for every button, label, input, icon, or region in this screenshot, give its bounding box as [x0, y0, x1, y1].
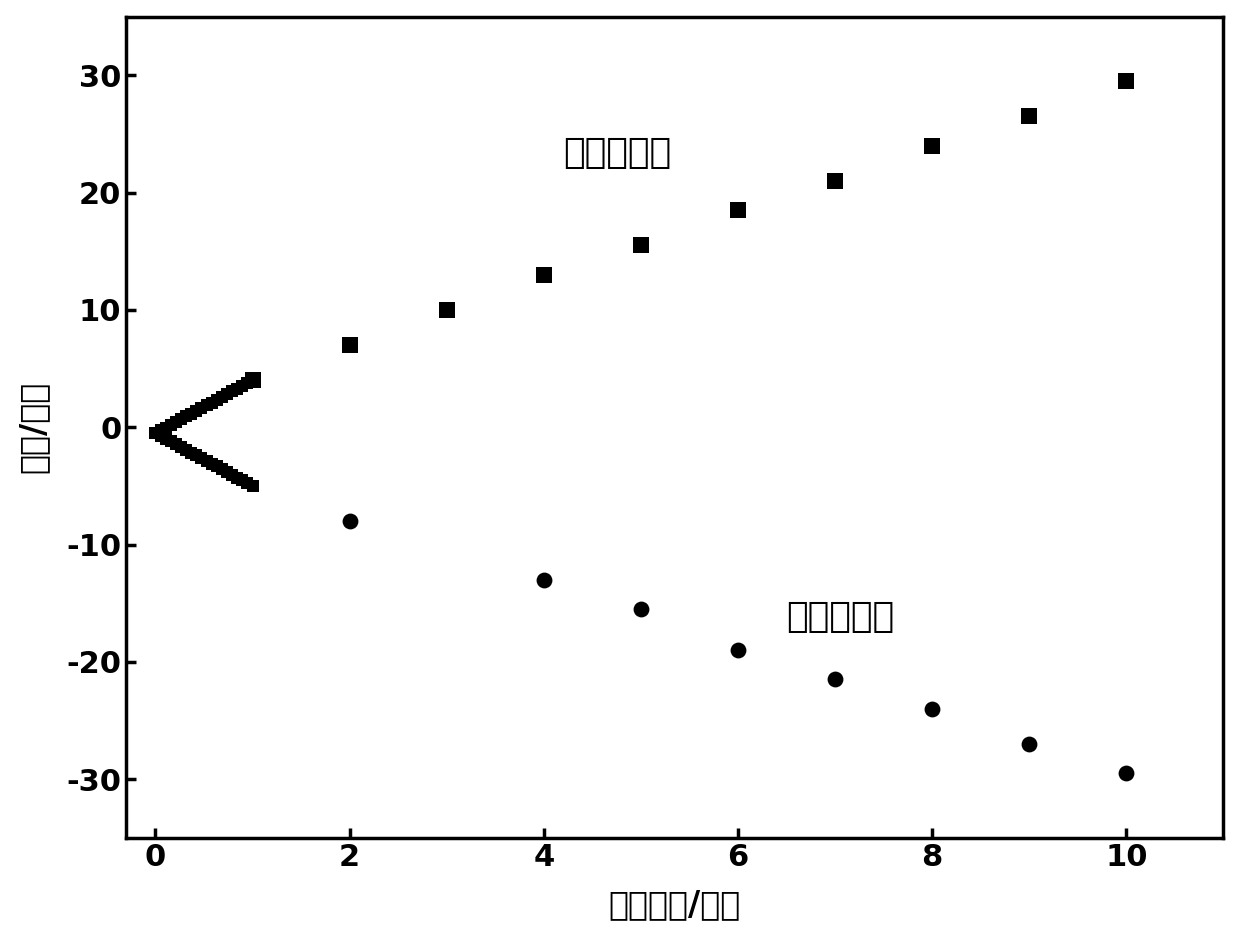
Text: 还原峰电流: 还原峰电流 [786, 599, 894, 634]
Point [238, 476, 258, 491]
Point [181, 445, 201, 460]
Point [202, 395, 222, 410]
Point [161, 417, 181, 432]
Point [166, 437, 186, 452]
Point [222, 384, 242, 399]
Point [1019, 736, 1039, 751]
Point [227, 381, 247, 396]
Point [340, 514, 360, 529]
Point [186, 447, 206, 462]
Point [186, 403, 206, 418]
Point [156, 420, 176, 435]
Point [243, 478, 263, 493]
Point [232, 473, 252, 488]
Point [191, 450, 211, 465]
Point [243, 372, 263, 387]
Point [197, 453, 217, 468]
Point [145, 426, 165, 441]
Point [1116, 74, 1136, 89]
Point [212, 461, 232, 477]
Point [728, 643, 748, 658]
Point [207, 392, 227, 407]
Point [145, 426, 165, 441]
X-axis label: 扫速（伏/秒）: 扫速（伏/秒） [609, 888, 742, 921]
Point [217, 464, 237, 479]
Point [150, 429, 170, 444]
Point [825, 174, 844, 189]
Text: 氧化峰电流: 氧化峰电流 [563, 136, 671, 171]
Point [227, 470, 247, 485]
Point [176, 409, 196, 424]
Point [534, 267, 554, 282]
Point [825, 672, 844, 687]
Point [166, 415, 186, 430]
Point [217, 386, 237, 401]
Point [923, 138, 942, 153]
Point [150, 423, 170, 438]
Point [156, 431, 176, 446]
Point [232, 378, 252, 393]
Point [631, 238, 651, 253]
Point [212, 389, 232, 404]
Point [191, 401, 211, 416]
Y-axis label: 电流/微安: 电流/微安 [16, 381, 50, 474]
Point [171, 440, 191, 455]
Point [202, 456, 222, 471]
Point [631, 601, 651, 616]
Point [436, 302, 456, 317]
Point [176, 443, 196, 458]
Point [197, 398, 217, 413]
Point [207, 459, 227, 474]
Point [243, 372, 263, 387]
Point [161, 434, 181, 449]
Point [923, 702, 942, 717]
Point [340, 338, 360, 353]
Point [728, 203, 748, 218]
Point [1116, 765, 1136, 780]
Point [1019, 109, 1039, 124]
Point [534, 572, 554, 587]
Point [238, 375, 258, 390]
Point [171, 412, 191, 427]
Point [222, 467, 242, 482]
Point [181, 406, 201, 421]
